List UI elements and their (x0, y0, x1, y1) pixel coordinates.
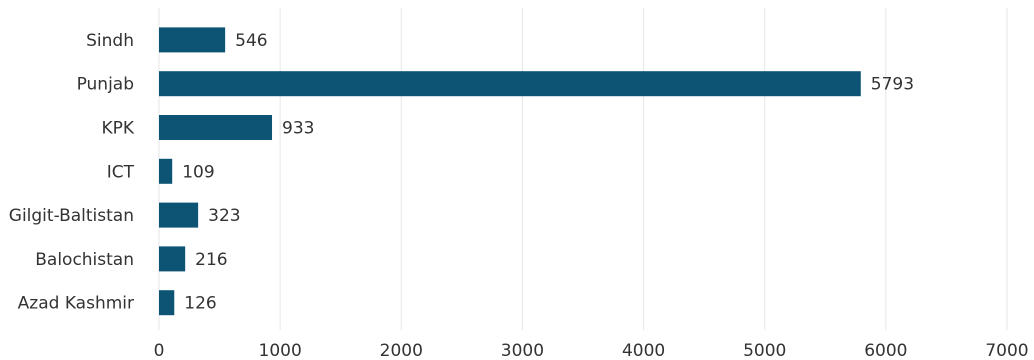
value-label-sindh: 546 (235, 31, 267, 51)
x-tick-label-6000: 6000 (864, 341, 907, 360)
x-tick-label-1000: 1000 (259, 341, 302, 360)
category-label-balochistan: Balochistan (35, 250, 134, 270)
bar-balochistan (159, 246, 186, 272)
category-label-sindh: Sindh (86, 31, 134, 51)
category-label-gilgit-baltistan: Gilgit-Baltistan (9, 206, 134, 226)
value-label-kpk: 933 (282, 119, 314, 139)
x-tick-label-0: 0 (154, 341, 165, 360)
grid (158, 8, 1008, 330)
value-label-punjab: 5793 (871, 75, 914, 95)
value-label-balochistan: 216 (195, 250, 227, 270)
bar-gilgit-baltistan (159, 202, 199, 228)
x-tick-label-7000: 7000 (985, 341, 1028, 360)
x-tick-label-2000: 2000 (380, 341, 423, 360)
category-label-azad-kashmir: Azad Kashmir (18, 294, 134, 314)
value-label-azad-kashmir: 126 (184, 294, 216, 314)
x-axis-ticks: 0 1000 2000 3000 4000 5000 6000 7000 (154, 341, 1029, 360)
bars (159, 27, 861, 316)
bar-punjab (159, 71, 861, 97)
bar-sindh (159, 27, 226, 53)
bar-azad-kashmir (159, 290, 175, 316)
value-label-gilgit-baltistan: 323 (208, 206, 240, 226)
category-label-kpk: KPK (101, 119, 134, 139)
x-tick-label-3000: 3000 (501, 341, 544, 360)
category-label-ict: ICT (107, 162, 135, 182)
bar-ict (159, 158, 173, 184)
x-tick-label-5000: 5000 (743, 341, 786, 360)
labels: Sindh 546 Punjab 5793 KPK 933 ICT 109 Gilgit-Bal… (9, 31, 914, 314)
bar-kpk (159, 115, 273, 140)
value-label-ict: 109 (182, 162, 214, 182)
category-label-punjab: Punjab (77, 75, 134, 95)
x-tick-label-4000: 4000 (622, 341, 665, 360)
